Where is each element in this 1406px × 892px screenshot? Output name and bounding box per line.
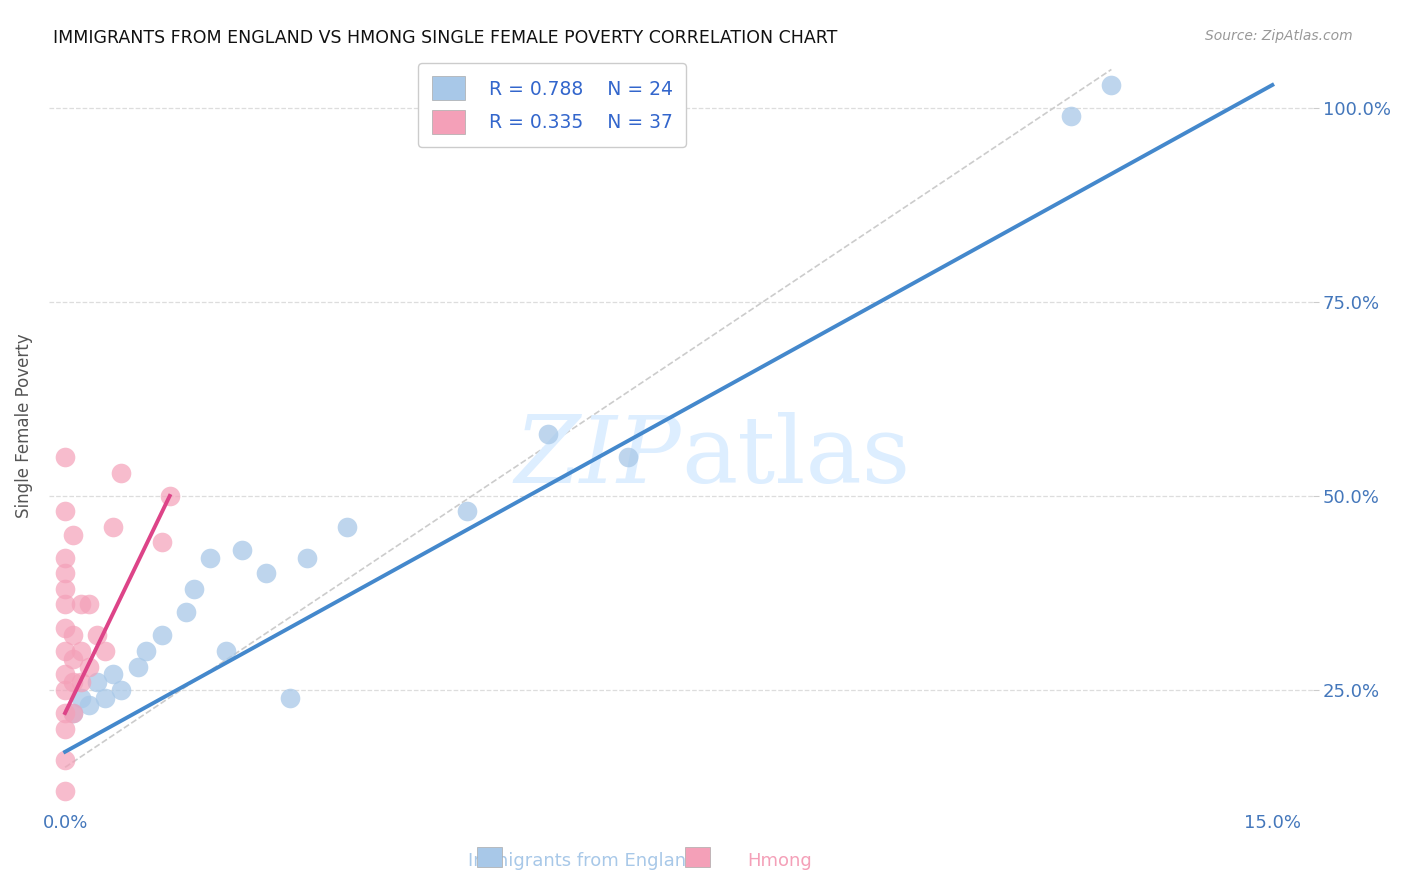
Point (198, 551, 221, 566)
Point (231, 543, 253, 558)
Point (135, 644, 157, 658)
Point (94, 644, 117, 658)
Text: IMMIGRANTS FROM ENGLAND VS HMONG SINGLE FEMALE POVERTY CORRELATION CHART: IMMIGRANTS FROM ENGLAND VS HMONG SINGLE … (53, 29, 838, 46)
Point (53, 783, 76, 797)
Point (77, 598, 100, 612)
Point (62, 706, 84, 720)
Text: atlas: atlas (681, 411, 910, 501)
Point (110, 682, 132, 697)
Point (53, 667, 76, 681)
Y-axis label: Single Female Poverty: Single Female Poverty (15, 334, 32, 518)
Point (70, 690, 93, 705)
Point (53, 682, 76, 697)
Point (77, 698, 100, 713)
Point (174, 605, 197, 619)
Point (62, 706, 84, 720)
Point (280, 690, 302, 705)
Point (53, 566, 76, 581)
Point (53, 450, 76, 465)
Point (53, 551, 76, 566)
Point (150, 535, 173, 549)
Point (53, 621, 76, 635)
Point (617, 450, 640, 465)
Point (183, 582, 205, 596)
Point (456, 504, 478, 518)
Point (53, 753, 76, 767)
Point (53, 722, 76, 736)
Point (86, 628, 108, 642)
Point (77, 659, 100, 673)
Point (336, 520, 359, 534)
Point (94, 690, 117, 705)
Point (1060, 109, 1083, 123)
Point (86, 675, 108, 690)
Point (103, 520, 125, 534)
Point (53, 582, 76, 596)
Point (53, 644, 76, 658)
Point (62, 652, 84, 666)
Text: Hmong: Hmong (747, 852, 811, 870)
Point (103, 667, 125, 681)
Point (62, 527, 84, 541)
Point (150, 628, 173, 642)
Legend:   R = 0.788    N = 24,   R = 0.335    N = 37: R = 0.788 N = 24, R = 0.335 N = 37 (419, 63, 686, 147)
Point (53, 706, 76, 720)
Point (70, 598, 93, 612)
Point (62, 675, 84, 690)
Point (70, 644, 93, 658)
Point (537, 426, 560, 441)
Text: Source: ZipAtlas.com: Source: ZipAtlas.com (1205, 29, 1353, 43)
Point (110, 466, 132, 480)
Point (215, 644, 238, 658)
Point (127, 659, 149, 673)
Point (295, 551, 318, 566)
Point (159, 489, 181, 503)
Point (254, 566, 277, 581)
Point (70, 675, 93, 690)
Point (53, 598, 76, 612)
Point (53, 504, 76, 518)
Text: Immigrants from England: Immigrants from England (468, 852, 697, 870)
Text: ZIP: ZIP (515, 411, 681, 501)
Point (1099, 78, 1122, 92)
Point (62, 628, 84, 642)
